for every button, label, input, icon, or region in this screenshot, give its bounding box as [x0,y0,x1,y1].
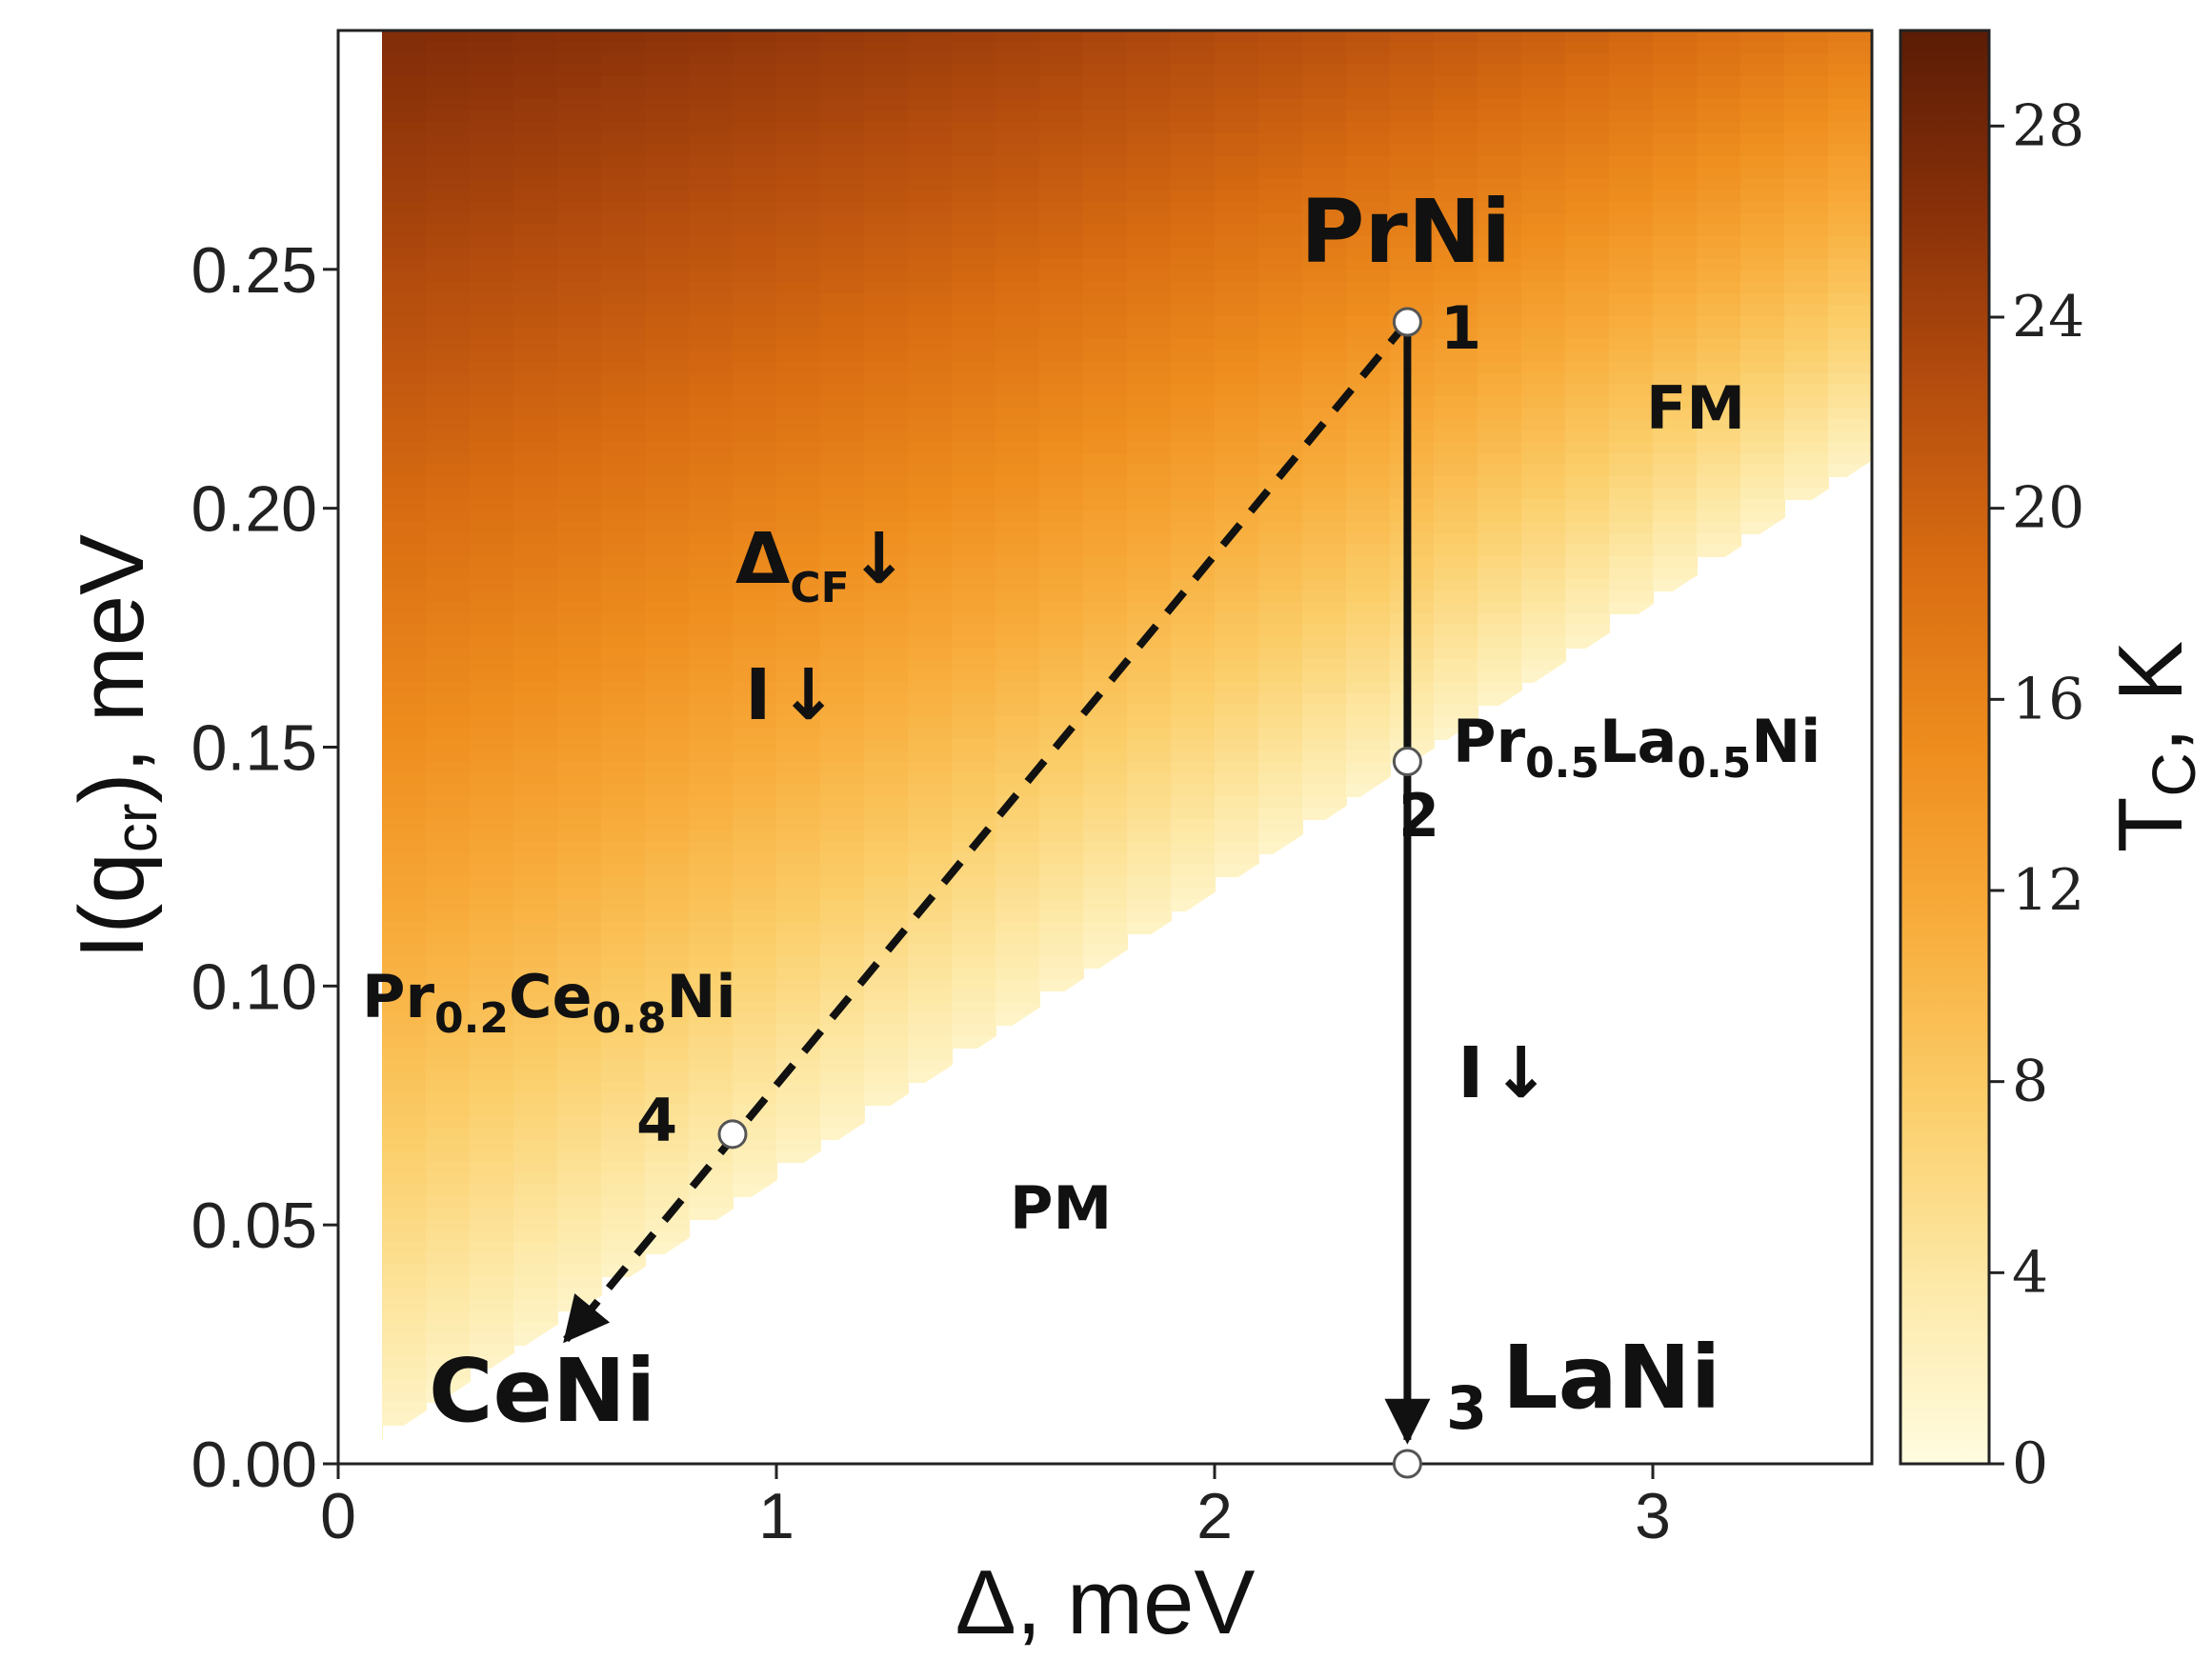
colorbar-tick-label: 16 [2012,666,2084,732]
prla-b-sub: 0.5 [1677,739,1751,788]
x-axis-ticks: 0 1 2 3 [320,1464,1671,1552]
delta-cf-arrow: ↓ [850,518,909,600]
prla-c: Ni [1751,707,1820,776]
colorbar-tick-label: 12 [2012,857,2084,924]
prla-b: La [1599,707,1677,776]
colorbar-tick-label: 4 [2012,1239,2048,1306]
y-tick-label: 0.25 [191,234,317,307]
colorbar [1899,29,1991,1466]
i-right-main: I [1458,1032,1484,1114]
cb-title-sub: C [2140,752,2208,796]
label-lani: LaNi [1502,1327,1720,1429]
x-tick-label: 1 [758,1480,794,1552]
y-tick-label: 0.10 [191,950,317,1023]
label-fm: FM [1646,373,1745,443]
point-number-1: 1 [1440,293,1481,363]
label-ceni: CeNi [429,1340,655,1442]
composition-point-3 [1392,1449,1422,1479]
path-prni-to-ceni [563,319,1411,1344]
prla-a: Pr [1453,707,1525,776]
delta-cf-sub: CF [790,564,849,612]
colorbar-tick-label: 20 [2012,475,2084,542]
pm-region [382,460,1872,1464]
label-pm: PM [1010,1173,1112,1243]
point-number-3: 3 [1446,1373,1487,1443]
composition-point-1 [1392,307,1422,337]
y-axis-title: I(qcr), meV [61,534,170,959]
label-pr02-ce08-ni: Pr0.2Ce0.8Ni [362,962,736,1043]
y-tick-label: 0.05 [191,1190,317,1262]
colorbar-tick-label: 8 [2012,1049,2048,1115]
prla-a-sub: 0.5 [1525,739,1599,788]
colorbar-tick-label: 24 [2012,284,2084,350]
label-delta-cf-decrease: ΔCF↓ [735,518,909,612]
y-tick-label: 0.20 [191,473,317,546]
prce-b: Ce [509,962,593,1031]
prce-a-sub: 0.2 [434,994,509,1043]
x-tick-label: 2 [1196,1480,1233,1552]
colorbar-title: TC, K [2100,641,2208,852]
y-tick-label: 0.15 [191,712,317,785]
delta-cf-main: Δ [735,518,790,600]
prce-a: Pr [362,962,434,1031]
point-number-4: 4 [636,1086,677,1155]
i-left-main: I [745,654,772,736]
label-pr05-la05-ni: Pr0.5La0.5Ni [1453,707,1820,788]
i-left-arrow: ↓ [779,654,838,736]
composition-points [717,307,1422,1479]
y-title-tail: ), meV [61,534,163,804]
x-axis-title: Δ, meV [955,1551,1256,1653]
prce-b-sub: 0.8 [593,994,667,1043]
x-tick-label: 0 [320,1480,356,1552]
y-title-sub: cr [104,804,170,853]
colorbar-ticks: 0 4 8 12 16 20 24 28 [1989,92,2084,1497]
label-i-decrease-left: I ↓ [745,654,838,736]
prce-c: Ni [667,962,736,1031]
colorbar-tick-label: 0 [2012,1430,2048,1497]
y-tick-label: 0.00 [191,1429,317,1501]
label-i-decrease-right: I ↓ [1458,1032,1551,1114]
x-tick-label: 3 [1635,1480,1671,1552]
composition-point-2 [1392,747,1422,777]
i-right-arrow: ↓ [1492,1032,1551,1114]
y-title-main: I(q [61,852,163,959]
composition-point-4 [717,1119,748,1150]
colorbar-tick-label: 28 [2012,92,2084,159]
cb-title-main: T [2100,796,2202,852]
label-prni: PrNi [1300,181,1511,283]
y-axis-ticks: 0.00 0.05 0.10 0.15 0.20 0.25 [191,234,338,1501]
point-number-2: 2 [1398,781,1439,850]
cb-title-tail: , K [2100,641,2202,752]
